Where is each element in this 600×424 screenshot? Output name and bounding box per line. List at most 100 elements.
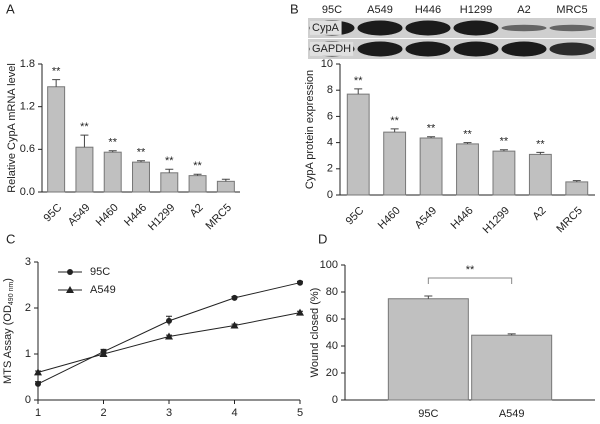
bar [565, 181, 589, 196]
x-tick-label: 3 [166, 407, 172, 419]
x-tick-label: 95C [42, 202, 65, 225]
blot-band [405, 20, 451, 36]
bar [103, 151, 122, 193]
x-tick-label: MRC5 [554, 205, 585, 236]
error-bar [390, 128, 399, 133]
x-tick-label: H460 [376, 205, 403, 232]
blot-column-label: MRC5 [556, 4, 587, 16]
error-bar [221, 178, 230, 182]
y-tick-label: 1 [25, 348, 31, 360]
y-axis-label-end: ) [2, 278, 14, 282]
bar [471, 334, 553, 401]
error-bar [137, 160, 145, 163]
y-tick-label: 10 [321, 58, 333, 70]
y-tick-label: 2 [25, 302, 31, 314]
y-tick-label: 3 [25, 256, 31, 268]
y-axis-label: Wound closed (%) [309, 288, 321, 378]
significance-label: ** [52, 66, 61, 78]
error-bar [165, 168, 174, 173]
error-bar [572, 180, 581, 182]
point [35, 380, 41, 387]
bar [75, 146, 94, 193]
bar [160, 172, 179, 193]
bar [456, 143, 479, 196]
y-tick-label: 4 [327, 137, 333, 149]
bar [47, 86, 66, 193]
significance-label: ** [108, 137, 117, 149]
error-bar [536, 151, 545, 155]
significance-label: ** [390, 115, 399, 127]
significance-label: ** [463, 129, 472, 141]
y-tick-label: 40 [326, 340, 338, 352]
y-axis-label: Relative CypA mRNA level [6, 63, 18, 193]
x-tick-label: A2 [188, 202, 206, 220]
y-tick-label: 0 [25, 394, 31, 406]
bar [346, 93, 370, 196]
blot-band [453, 41, 499, 57]
blot-band [405, 41, 451, 57]
x-tick-label: H1299 [481, 205, 512, 236]
blot-column-label: H1299 [460, 4, 492, 16]
error-bar [507, 333, 516, 336]
legend-label: A549 [90, 284, 116, 296]
y-tick-label: 100 [320, 259, 338, 271]
point [99, 350, 108, 357]
blot-column-label: 95C [322, 4, 342, 16]
y-tick-label: 2 [327, 163, 333, 175]
y-axis-label-text: Wound closed (%) [309, 288, 321, 378]
error-bar [193, 173, 202, 176]
x-tick-label: 1 [35, 407, 41, 419]
y-axis-label-sub: 490 nm [8, 282, 15, 306]
error-bar [463, 142, 472, 144]
significance-label: ** [427, 123, 436, 135]
y-axis-label: MTS Assay (OD490 nm) [2, 278, 15, 384]
panel-letter: D [318, 231, 327, 246]
bar [419, 137, 443, 196]
bar [132, 161, 150, 193]
bar [528, 153, 552, 196]
point [166, 317, 172, 324]
x-tick-label: 95C [418, 408, 438, 420]
blot-row-label: CypA [312, 22, 340, 34]
panel-letter: C [6, 231, 15, 246]
panel-letter: A [6, 1, 15, 16]
error-bar [52, 79, 61, 87]
point [230, 321, 239, 329]
blot-band [549, 24, 595, 32]
y-tick-label: 0.6 [20, 143, 35, 155]
y-tick-label: 20 [326, 367, 338, 379]
x-tick-label: MRC5 [204, 202, 235, 233]
y-tick-label: 0 [327, 189, 333, 201]
blot-band [357, 41, 403, 57]
bar [216, 180, 235, 193]
comparison-bracket [427, 277, 513, 285]
y-tick-label: 60 [326, 313, 338, 325]
point [297, 279, 303, 286]
point [231, 294, 238, 301]
y-axis-label-text: CypA protein expression [304, 70, 316, 189]
x-tick-label: A2 [531, 205, 549, 223]
error-bar [427, 136, 436, 139]
x-tick-label: 4 [231, 407, 237, 419]
significance-label: ** [193, 160, 202, 172]
y-tick-label: 0 [332, 394, 338, 406]
y-axis-label-text: Relative CypA mRNA level [6, 63, 18, 193]
bar [387, 298, 469, 401]
blot-band [501, 24, 547, 32]
comparison-label: ** [466, 264, 475, 276]
y-tick-label: 6 [327, 110, 333, 122]
blot-band [549, 42, 595, 56]
significance-label: ** [500, 136, 509, 148]
x-tick-label: A549 [499, 408, 525, 420]
y-tick-label: 1.2 [20, 101, 35, 113]
y-tick-label: 80 [326, 286, 338, 298]
x-tick-label: H446 [449, 205, 476, 232]
x-tick-label: H460 [94, 202, 121, 229]
bar [383, 131, 407, 196]
point [165, 332, 173, 340]
significance-label: ** [80, 121, 89, 133]
point [34, 368, 42, 376]
blot-row-label: GAPDH [312, 43, 351, 55]
